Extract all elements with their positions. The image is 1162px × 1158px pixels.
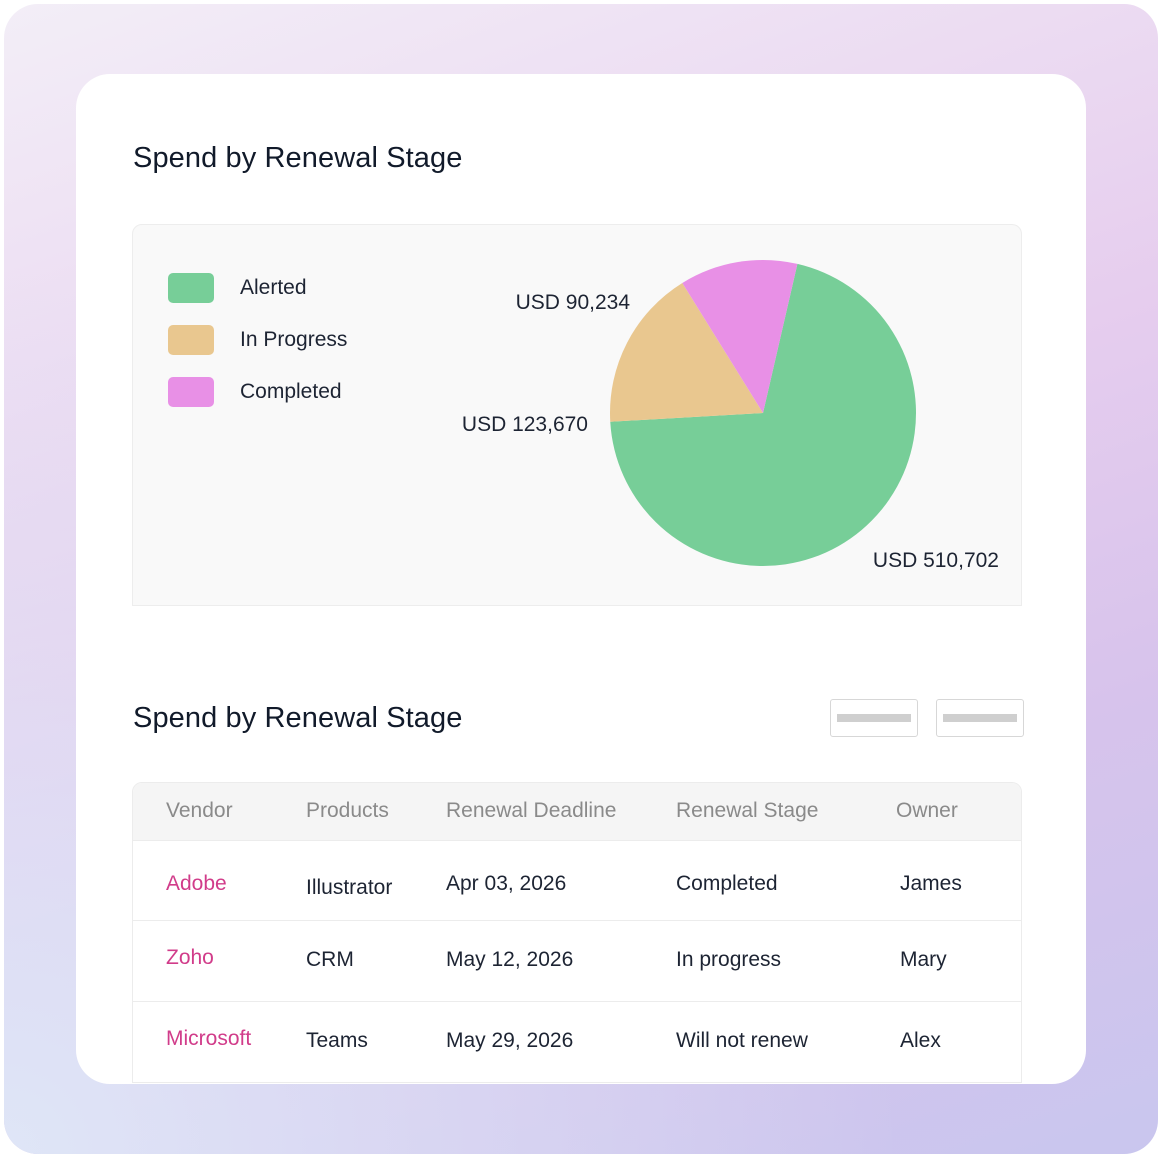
owner-cell: James	[900, 871, 962, 895]
owner-cell: Alex	[900, 1028, 941, 1052]
vendor-name[interactable]: Adobe	[166, 871, 227, 895]
column-header-renewal-deadline[interactable]: Renewal Deadline	[446, 799, 617, 823]
stage-cell: In progress	[676, 947, 782, 971]
pie-slice-alerted[interactable]	[610, 263, 917, 566]
table-row[interactable]: Zoho CRM May 12, 2026 In progress Mary	[133, 920, 1021, 1001]
pie-chart: USD 510,702 USD 123,670 USD 90,234	[462, 260, 999, 572]
pie-slice-completed[interactable]	[682, 260, 798, 413]
toolbar-button-2[interactable]	[936, 699, 1024, 737]
pie-slice-in-progress[interactable]	[610, 283, 763, 422]
legend-item-completed: Completed	[168, 375, 347, 409]
legend-item-alerted: Alerted	[168, 271, 347, 305]
vendor-name[interactable]: Microsoft	[166, 1026, 252, 1050]
legend-item-in-progress: In Progress	[168, 323, 347, 357]
vendor-link[interactable]: Zoho	[133, 920, 306, 1001]
chart-section-title: Spend by Renewal Stage	[133, 142, 463, 174]
table-row[interactable]: Microsoft Teams May 29, 2026 Will not re…	[133, 1001, 1021, 1082]
chart-legend: Alerted In Progress Completed	[168, 271, 347, 427]
pie-slice-label: USD 510,702	[873, 549, 999, 572]
legend-swatch-alerted	[168, 273, 214, 303]
background-frame: Spend by Renewal Stage Alerted In Progre…	[4, 4, 1158, 1154]
pie-slice-label: USD 123,670	[462, 413, 588, 436]
vendor-name[interactable]: Zoho	[166, 945, 214, 969]
legend-label: Alerted	[240, 276, 307, 299]
stage-cell: Will not renew	[676, 1028, 808, 1052]
legend-label: In Progress	[240, 328, 348, 351]
button-placeholder-bar	[943, 714, 1017, 722]
column-header-vendor[interactable]: Vendor	[166, 799, 233, 823]
product-cell: CRM	[306, 947, 354, 971]
column-header-renewal-stage[interactable]: Renewal Stage	[676, 799, 819, 823]
legend-label: Completed	[240, 380, 342, 403]
vendor-link[interactable]: Adobe	[133, 840, 306, 920]
deadline-cell: Apr 03, 2026	[446, 871, 567, 895]
table-section-title: Spend by Renewal Stage	[133, 702, 463, 734]
legend-swatch-in-progress	[168, 325, 214, 355]
product-cell: Teams	[306, 1028, 368, 1052]
column-header-products[interactable]: Products	[306, 799, 389, 823]
renewals-table: Vendor Products Renewal Deadline Renewal…	[132, 782, 1022, 1083]
table-row[interactable]: Adobe Illustrator Apr 03, 2026 Completed…	[133, 840, 1021, 920]
stage-cell: Completed	[676, 871, 778, 895]
pie-chart-panel: Alerted In Progress Completed USD 510,70…	[132, 224, 1022, 606]
legend-swatch-completed	[168, 377, 214, 407]
report-card: Spend by Renewal Stage Alerted In Progre…	[76, 74, 1086, 1084]
product-cell: Illustrator	[306, 875, 393, 899]
vendor-link[interactable]: Microsoft	[133, 1001, 306, 1082]
table-header-row: Vendor Products Renewal Deadline Renewal…	[133, 783, 1021, 840]
deadline-cell: May 29, 2026	[446, 1028, 574, 1052]
column-header-owner[interactable]: Owner	[896, 799, 958, 823]
button-placeholder-bar	[837, 714, 911, 722]
pie-slice-label: USD 90,234	[516, 291, 631, 314]
owner-cell: Mary	[900, 947, 947, 971]
deadline-cell: May 12, 2026	[446, 947, 574, 971]
toolbar-button-1[interactable]	[830, 699, 918, 737]
